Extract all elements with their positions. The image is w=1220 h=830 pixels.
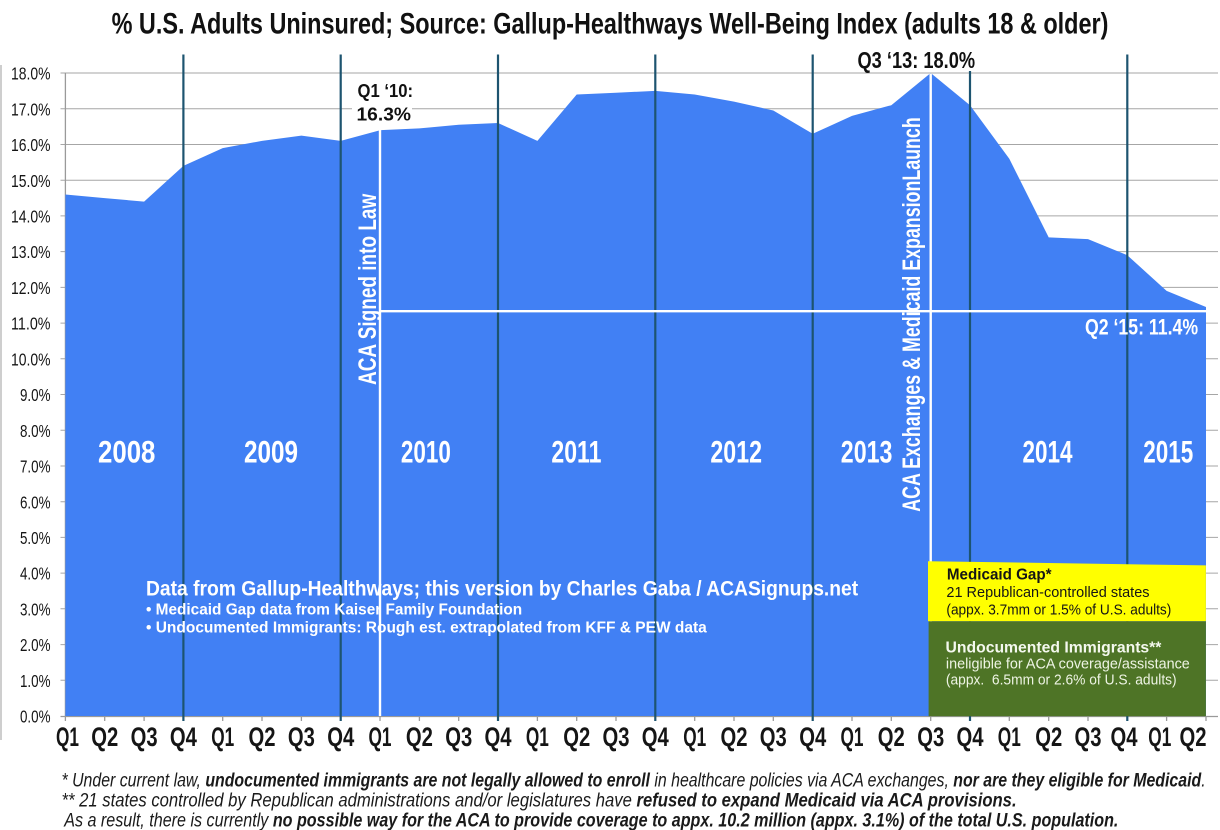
svg-text:• Undocumented Immigrants: Rou: • Undocumented Immigrants: Rough est. ex… (146, 619, 707, 636)
svg-text:16.3%: 16.3% (357, 104, 412, 125)
svg-text:0.0%: 0.0% (20, 708, 51, 727)
svg-text:Q2: Q2 (91, 722, 118, 751)
svg-text:13.0%: 13.0% (11, 243, 50, 263)
svg-text:2012: 2012 (710, 434, 762, 469)
svg-text:1.0%: 1.0% (20, 672, 51, 691)
svg-text:2014: 2014 (1022, 434, 1073, 470)
svg-text:ACA Signed into Law: ACA Signed into Law (354, 193, 382, 385)
svg-text:4.0%: 4.0% (20, 565, 51, 584)
svg-text:2015: 2015 (1143, 434, 1193, 470)
svg-text:Q3: Q3 (288, 722, 315, 751)
svg-text:Q2 ‘15: 11.4%: Q2 ‘15: 11.4% (1085, 316, 1198, 340)
svg-text:Q3: Q3 (917, 722, 944, 751)
svg-text:Q1: Q1 (1148, 722, 1171, 752)
svg-text:Q4: Q4 (170, 722, 197, 751)
svg-text:6.0%: 6.0% (20, 494, 51, 513)
svg-text:12.0%: 12.0% (11, 278, 50, 298)
svg-text:Q2: Q2 (1180, 722, 1207, 751)
svg-text:Q3: Q3 (1075, 722, 1102, 751)
svg-text:• Medicaid Gap data from Kaise: • Medicaid Gap data from Kaiser Family F… (146, 601, 522, 618)
svg-text:Q1: Q1 (683, 722, 706, 752)
svg-text:Q3 ‘13: 18.0%: Q3 ‘13: 18.0% (858, 48, 976, 73)
svg-text:10.0%: 10.0% (11, 350, 50, 370)
svg-text:Q4: Q4 (799, 722, 826, 751)
svg-text:ineligible for ACA coverage/as: ineligible for ACA coverage/assistance (946, 656, 1190, 672)
svg-text:Q3: Q3 (445, 722, 472, 751)
svg-text:Q4: Q4 (642, 722, 669, 751)
svg-text:Q1: Q1 (841, 722, 864, 752)
svg-text:Q3: Q3 (760, 722, 787, 751)
svg-text:17.0%: 17.0% (11, 100, 50, 120)
svg-text:Q2: Q2 (249, 722, 276, 751)
svg-text:18.0%: 18.0% (11, 64, 50, 84)
svg-text:% U.S. Adults Uninsured; Sourc: % U.S. Adults Uninsured; Source: Gallup-… (112, 7, 1109, 40)
svg-text:As a result, there is currentl: As a result, there is currently no possi… (63, 809, 1118, 830)
svg-text:Q3: Q3 (131, 722, 158, 751)
svg-text:Q2: Q2 (1035, 722, 1062, 751)
svg-text:** 21 states controlled by Rep: ** 21 states controlled by Republican ad… (62, 789, 1017, 810)
svg-text:3.0%: 3.0% (20, 601, 51, 620)
svg-text:2009: 2009 (244, 434, 298, 469)
svg-text:15.0%: 15.0% (11, 171, 50, 191)
svg-text:Q4: Q4 (957, 722, 984, 751)
svg-text:Q2: Q2 (563, 722, 590, 751)
svg-text:Q3: Q3 (603, 722, 630, 751)
svg-text:Q1: Q1 (998, 722, 1021, 752)
svg-text:Data from Gallup-Healthways; t: Data from Gallup-Healthways; this versio… (146, 578, 858, 601)
svg-text:2.0%: 2.0% (20, 636, 51, 655)
svg-text:Medicaid Gap*: Medicaid Gap* (947, 566, 1053, 583)
svg-text:(appx. 6.5mm or 2.6% of U.S.: (appx. 6.5mm or 2.6% of U.S. adults) (946, 672, 1177, 689)
svg-text:14.0%: 14.0% (11, 207, 50, 227)
svg-text:2013: 2013 (841, 434, 893, 469)
svg-text:Q2: Q2 (721, 722, 748, 751)
svg-text:Q1: Q1 (526, 722, 549, 752)
svg-text:7.0%: 7.0% (20, 458, 51, 477)
svg-text:16.0%: 16.0% (11, 135, 50, 155)
svg-text:Q4: Q4 (485, 722, 512, 751)
svg-text:2011: 2011 (551, 434, 601, 469)
svg-text:9.0%: 9.0% (20, 386, 51, 405)
svg-text:(appx. 3.7mm or 1.5% of U.S. a: (appx. 3.7mm or 1.5% of U.S. adults) (946, 602, 1171, 619)
svg-text:5.0%: 5.0% (20, 529, 51, 548)
svg-text:Q1: Q1 (56, 722, 79, 752)
svg-text:2008: 2008 (98, 435, 155, 470)
svg-text:8.0%: 8.0% (20, 422, 51, 441)
svg-text:21 Republican-controlled state: 21 Republican-controlled states (946, 585, 1149, 601)
svg-text:Q1: Q1 (211, 722, 234, 752)
svg-text:Q1 ‘10:: Q1 ‘10: (358, 80, 414, 101)
svg-text:* Under current law, undocumen: * Under current law, undocumented immigr… (62, 769, 1206, 791)
svg-text:Q1: Q1 (369, 722, 392, 752)
svg-text:Q4: Q4 (327, 722, 354, 751)
svg-text:ACA Exchanges & Medicaid Expan: ACA Exchanges & Medicaid ExpansionLaunch (897, 117, 926, 512)
svg-text:Q4: Q4 (1111, 722, 1138, 751)
svg-text:Q2: Q2 (406, 722, 433, 751)
svg-text:Undocumented Immigrants**: Undocumented Immigrants** (946, 639, 1163, 656)
svg-text:Q2: Q2 (878, 722, 905, 751)
svg-text:11.0%: 11.0% (11, 314, 50, 334)
svg-text:2010: 2010 (401, 434, 451, 470)
